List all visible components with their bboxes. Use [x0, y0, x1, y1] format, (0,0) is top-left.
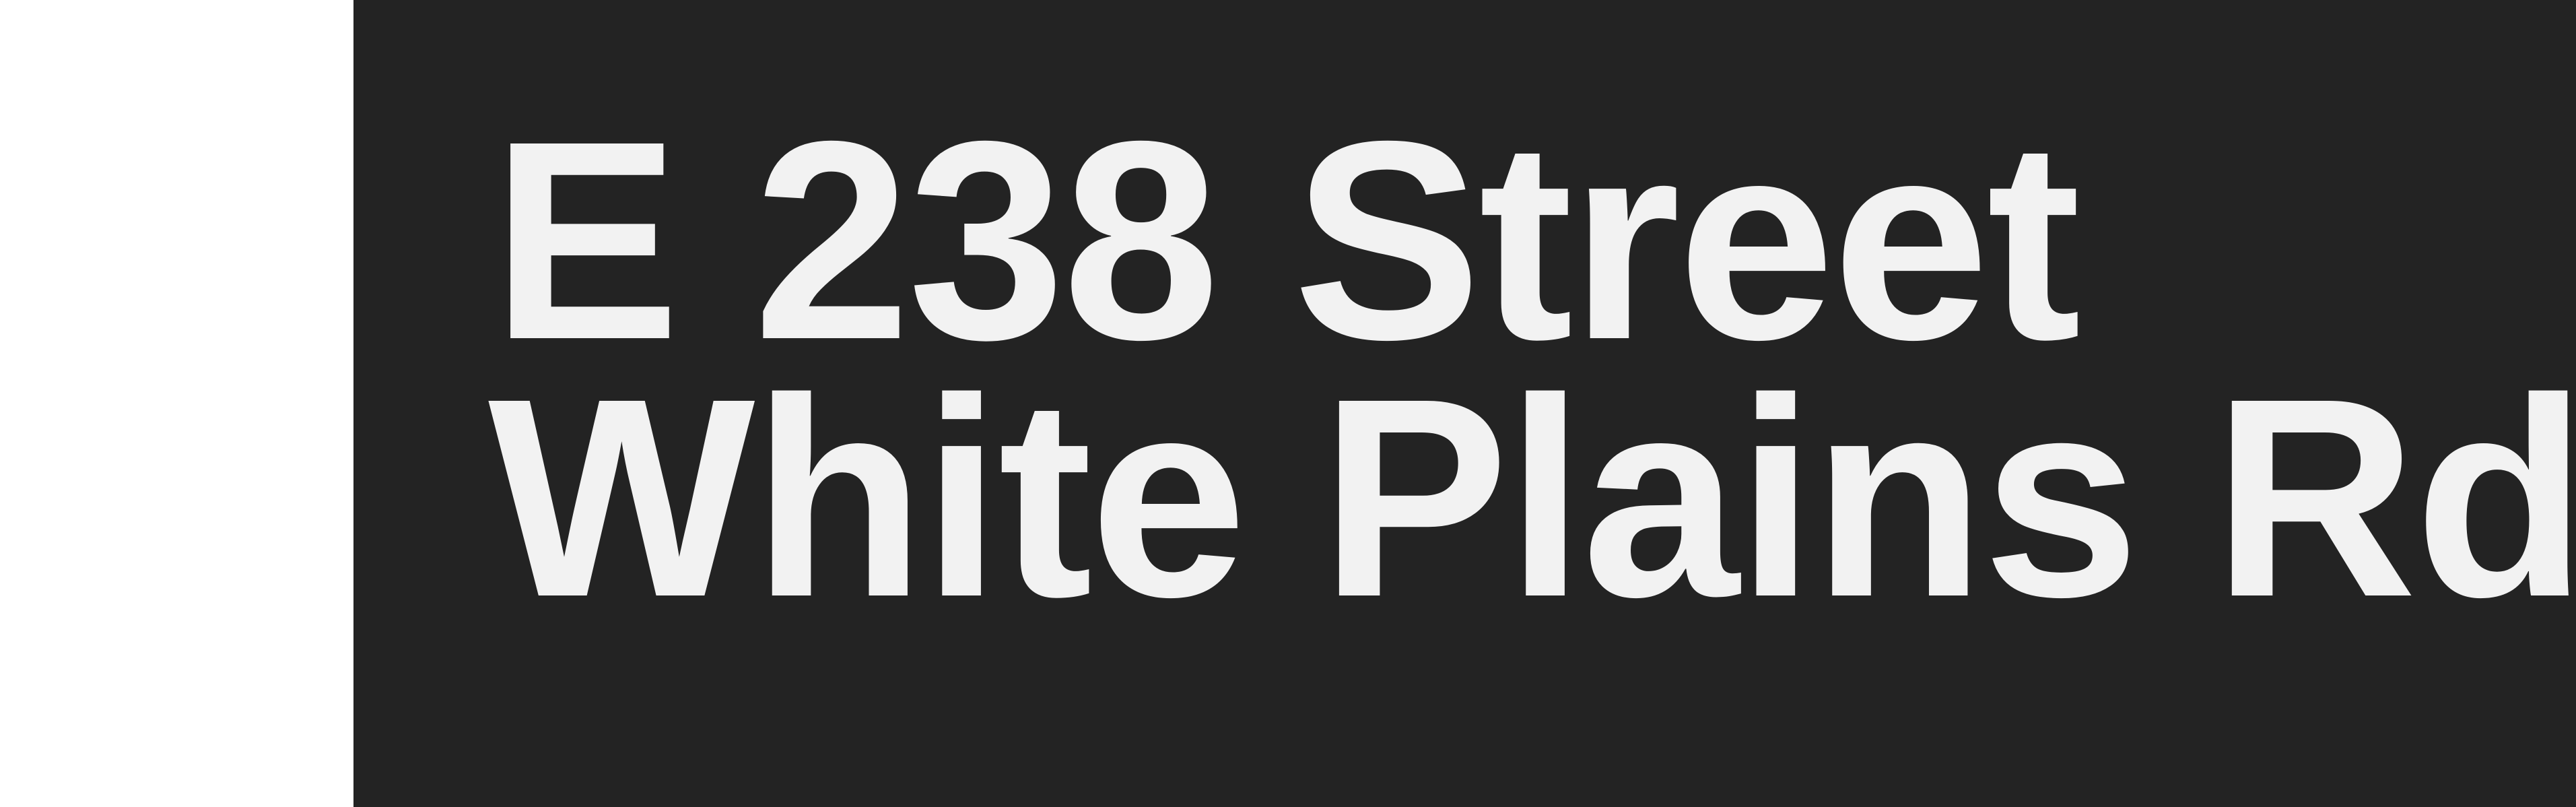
sign-line-secondary: White Plains Rd — [488, 340, 2576, 656]
sign-line-primary: E 238 Street — [492, 83, 2081, 399]
street-sign-panel: E 238 Street White Plains Rd — [353, 0, 2576, 807]
